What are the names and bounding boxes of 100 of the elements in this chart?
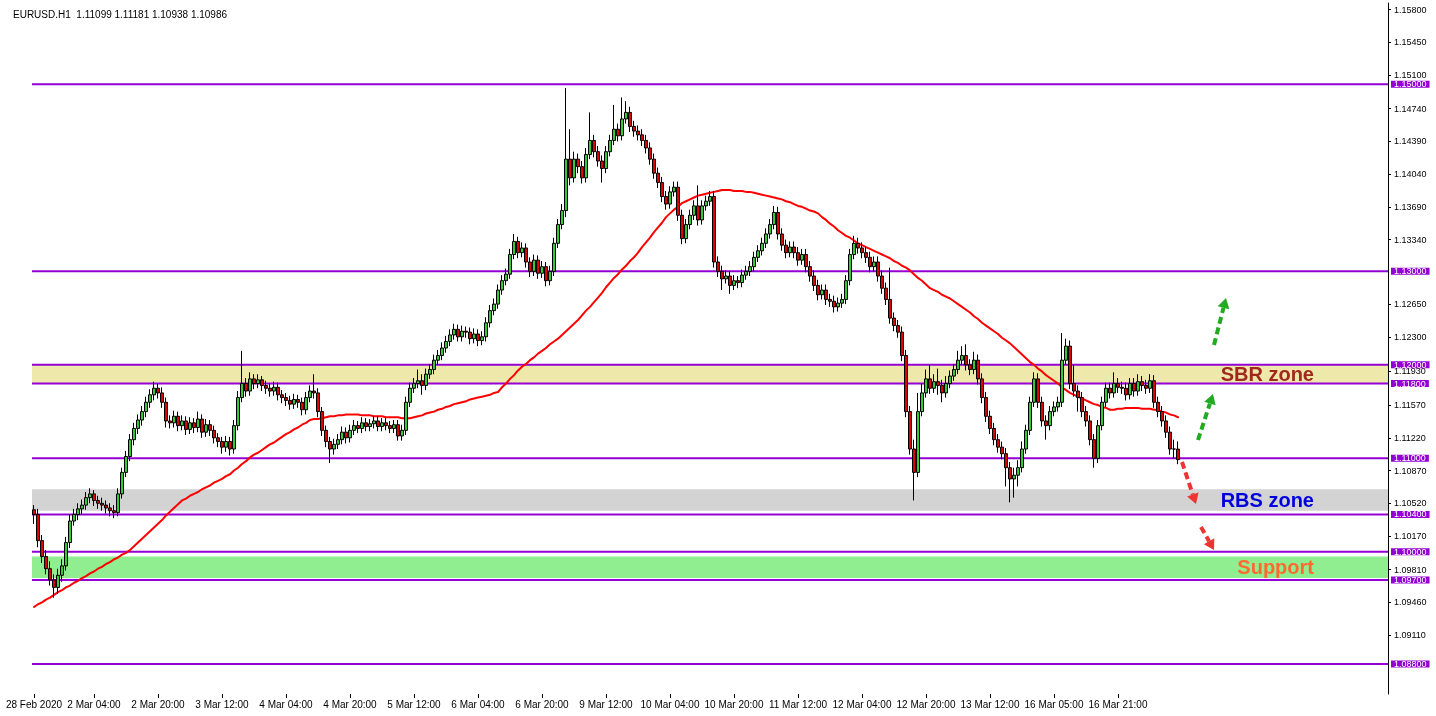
candlestick bbox=[84, 491, 88, 511]
candlestick bbox=[1128, 377, 1132, 400]
ref-line-label: 1.11000 bbox=[1394, 453, 1426, 464]
candlestick bbox=[1112, 371, 1116, 399]
y-tick-label: 1.10170 bbox=[1394, 530, 1427, 541]
candlestick bbox=[468, 326, 472, 345]
y-tick-label: 1.14390 bbox=[1394, 136, 1427, 147]
candlestick bbox=[1060, 332, 1064, 408]
candlestick bbox=[172, 410, 176, 429]
ref-line-label: 1.09700 bbox=[1394, 574, 1427, 585]
x-tick-label: 6 Mar 20:00 bbox=[515, 698, 570, 710]
candlestick bbox=[396, 419, 400, 442]
candlestick bbox=[728, 270, 732, 295]
y-tick-label: 1.12650 bbox=[1394, 299, 1427, 310]
candlestick bbox=[420, 373, 424, 396]
candlestick bbox=[928, 364, 932, 395]
candlestick bbox=[476, 328, 480, 347]
candlestick bbox=[1140, 375, 1144, 392]
candlestick bbox=[732, 274, 736, 291]
candlestick bbox=[472, 327, 476, 344]
text: EURUSD.H1 1.11099 1.11181 1.10938 1.10986 bbox=[13, 8, 228, 20]
x-tick-label: 16 Mar 05:00 bbox=[1024, 698, 1084, 710]
y-tick-label: 1.10520 bbox=[1394, 498, 1427, 509]
x-tick-label: 12 Mar 20:00 bbox=[896, 698, 956, 710]
candlestick bbox=[788, 240, 792, 258]
x-tick-label: 13 Mar 12:00 bbox=[960, 698, 1020, 710]
line-series bbox=[33, 189, 1179, 609]
x-tick-label: 6 Mar 04:00 bbox=[451, 698, 506, 710]
candlestick bbox=[248, 371, 252, 397]
x-tick-label: 10 Mar 20:00 bbox=[704, 698, 764, 710]
candlestick bbox=[380, 417, 384, 432]
candlestick bbox=[256, 373, 260, 389]
candlestick bbox=[536, 254, 540, 280]
y-tick-label: 1.09810 bbox=[1394, 564, 1427, 575]
candlestick bbox=[1132, 377, 1136, 398]
candlestick bbox=[204, 418, 208, 438]
candlestick bbox=[264, 380, 268, 395]
candlestick bbox=[532, 254, 536, 277]
candlestick bbox=[224, 435, 228, 453]
y-tick-label: 1.14740 bbox=[1394, 103, 1427, 114]
candlestick bbox=[456, 324, 460, 342]
candlestick bbox=[668, 185, 672, 210]
y-tick-label: 1.10870 bbox=[1394, 465, 1427, 476]
candlestick bbox=[836, 297, 840, 313]
candlestick bbox=[696, 184, 700, 227]
candlestick bbox=[544, 261, 548, 287]
ref-line-label: 1.10400 bbox=[1394, 509, 1427, 520]
candlestick bbox=[1136, 373, 1140, 397]
candlestick bbox=[460, 325, 464, 342]
x-tick-label: 28 Feb 2020 bbox=[5, 698, 63, 710]
candlestick bbox=[824, 283, 828, 306]
candlestick bbox=[340, 426, 344, 445]
candlestick bbox=[348, 424, 352, 443]
y-tick-label: 1.11570 bbox=[1394, 400, 1426, 411]
candlestick bbox=[856, 237, 860, 255]
candlestick bbox=[1124, 382, 1128, 401]
x-tick-label: 12 Mar 04:00 bbox=[832, 698, 892, 710]
y-tick-label: 1.09460 bbox=[1394, 597, 1427, 608]
candlestick bbox=[268, 383, 272, 398]
ref-line-label: 1.15000 bbox=[1394, 79, 1427, 90]
candlestick bbox=[368, 418, 372, 432]
candlestick bbox=[288, 395, 292, 411]
candlestick bbox=[100, 497, 104, 512]
candlestick bbox=[176, 411, 180, 432]
candlestick bbox=[620, 96, 624, 141]
candlestick bbox=[284, 392, 288, 407]
y-tick-label: 1.09110 bbox=[1394, 630, 1426, 641]
x-tick-label: 2 Mar 04:00 bbox=[67, 698, 122, 710]
candlestick bbox=[104, 499, 108, 515]
candlestick bbox=[108, 502, 112, 517]
candlestick bbox=[372, 415, 376, 429]
candlestick bbox=[376, 415, 380, 432]
y-tick-label: 1.15800 bbox=[1394, 4, 1427, 15]
band-label: RBS zone bbox=[1220, 488, 1314, 511]
candlestick bbox=[1176, 440, 1180, 465]
ref-line-label: 1.08800 bbox=[1394, 659, 1427, 670]
candlestick bbox=[220, 436, 224, 455]
y-tick-label: 1.15450 bbox=[1394, 37, 1427, 48]
ref-line-label: 1.10000 bbox=[1394, 546, 1427, 557]
x-tick-label: 10 Mar 04:00 bbox=[640, 698, 700, 710]
y-tick-label: 1.12300 bbox=[1394, 331, 1427, 342]
candlestick bbox=[740, 268, 744, 288]
candlestick bbox=[260, 375, 264, 392]
candlestick bbox=[276, 382, 280, 401]
x-tick-label: 5 Mar 12:00 bbox=[387, 698, 442, 710]
x-tick-label: 9 Mar 12:00 bbox=[579, 698, 634, 710]
candlestick bbox=[180, 414, 184, 431]
y-tick-label: 1.15100 bbox=[1394, 70, 1427, 80]
candlestick bbox=[200, 413, 204, 439]
candlestick bbox=[92, 489, 96, 507]
x-tick-label: 11 Mar 12:00 bbox=[768, 698, 828, 710]
x-tick-label: 3 Mar 12:00 bbox=[195, 698, 250, 710]
candlestick bbox=[516, 236, 520, 259]
x-tick-label: 2 Mar 20:00 bbox=[131, 698, 186, 710]
candlestick bbox=[860, 241, 864, 259]
candlestick bbox=[344, 427, 348, 444]
candlestick bbox=[964, 343, 968, 371]
band-label: SBR zone bbox=[1220, 363, 1314, 386]
y-tick-label: 1.14040 bbox=[1394, 169, 1427, 180]
candlestick bbox=[432, 354, 436, 375]
